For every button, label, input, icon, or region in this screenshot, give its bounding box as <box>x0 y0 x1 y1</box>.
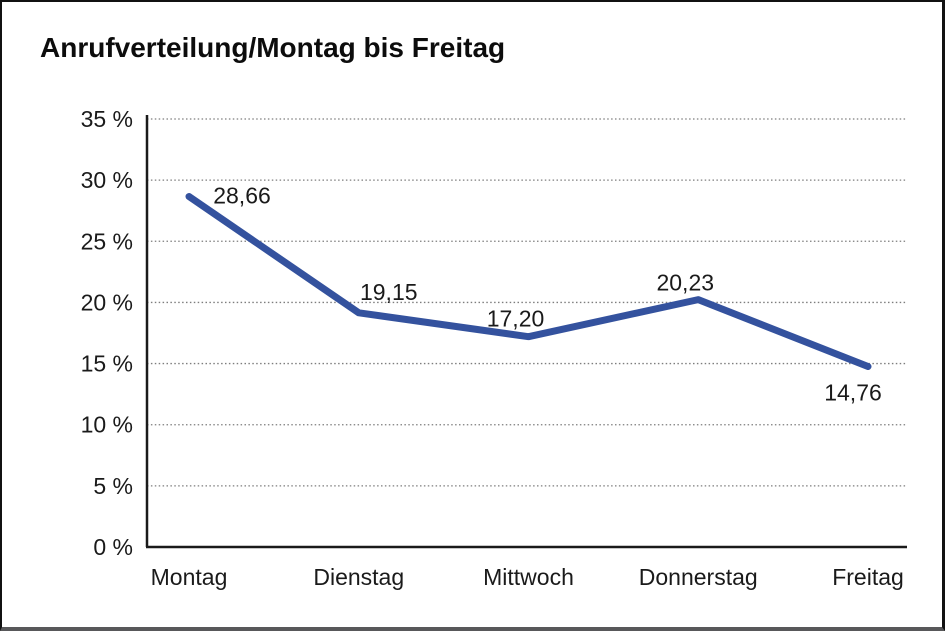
y-tick-label: 15 % <box>81 351 133 377</box>
x-axis-category-labels: Montag Dienstag Mittwoch Donnerstag Freitag <box>151 564 904 590</box>
y-tick-label: 20 % <box>81 289 133 315</box>
data-point-label: 28,66 <box>213 183 271 209</box>
data-point-label: 17,20 <box>487 306 545 332</box>
y-tick-label: 5 % <box>93 473 133 499</box>
y-tick-label: 10 % <box>81 412 133 438</box>
data-point-label: 20,23 <box>656 270 714 296</box>
y-tick-label: 35 % <box>81 106 133 132</box>
y-axis-tick-labels: 35 % 30 % 25 % 20 % 15 % 10 % 5 % 0 % <box>81 106 133 560</box>
x-category-label: Donnerstag <box>639 564 758 590</box>
data-point-labels: 28,66 19,15 17,20 20,23 14,76 <box>213 183 882 406</box>
chart-title: Anrufverteilung/Montag bis Freitag <box>40 32 506 63</box>
x-category-label: Mittwoch <box>483 564 574 590</box>
y-tick-label: 25 % <box>81 228 133 254</box>
y-tick-label: 30 % <box>81 167 133 193</box>
data-series-line <box>185 193 872 371</box>
x-category-label: Dienstag <box>313 564 404 590</box>
x-category-label: Montag <box>151 564 228 590</box>
data-point-label: 19,15 <box>360 279 418 305</box>
data-point-label: 14,76 <box>824 380 882 406</box>
x-category-label: Freitag <box>832 564 904 590</box>
gridlines <box>147 118 907 487</box>
y-tick-label: 0 % <box>93 534 133 560</box>
